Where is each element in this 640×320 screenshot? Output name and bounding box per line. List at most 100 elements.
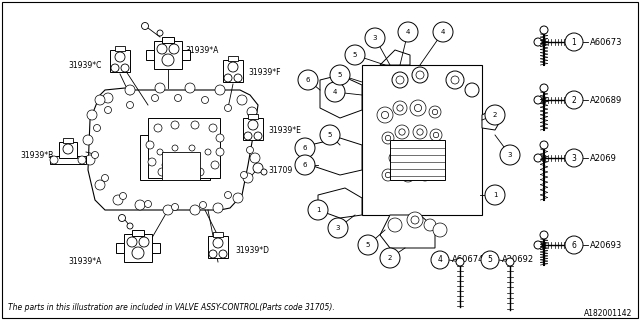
Polygon shape (380, 50, 410, 65)
Text: 1: 1 (572, 37, 577, 46)
Polygon shape (146, 50, 154, 60)
Bar (213, 232, 223, 237)
Polygon shape (320, 75, 362, 118)
Circle shape (127, 101, 134, 108)
Circle shape (113, 195, 123, 205)
Text: 31939*C: 31939*C (68, 60, 101, 69)
Bar (390, 140, 445, 180)
Circle shape (433, 132, 438, 138)
Circle shape (424, 219, 436, 231)
Text: 5: 5 (328, 132, 332, 138)
Circle shape (380, 248, 400, 268)
Circle shape (246, 147, 253, 154)
Text: 3: 3 (336, 225, 340, 231)
Circle shape (392, 72, 408, 88)
Circle shape (241, 172, 248, 179)
Polygon shape (182, 50, 190, 60)
Circle shape (120, 193, 127, 199)
Bar (63, 138, 73, 143)
Circle shape (95, 95, 105, 105)
Text: 31939*E: 31939*E (268, 125, 301, 134)
Circle shape (410, 100, 426, 116)
Circle shape (163, 205, 173, 215)
Circle shape (216, 134, 224, 142)
Circle shape (247, 107, 257, 117)
Text: 2: 2 (388, 255, 392, 261)
Circle shape (250, 153, 260, 163)
Text: 3: 3 (572, 154, 577, 163)
Circle shape (200, 202, 207, 209)
Circle shape (430, 129, 442, 141)
Text: 31939*B: 31939*B (20, 150, 53, 159)
Circle shape (389, 152, 401, 164)
Circle shape (233, 193, 243, 203)
Circle shape (534, 96, 542, 104)
Circle shape (534, 38, 542, 46)
Circle shape (393, 101, 407, 115)
Circle shape (250, 130, 260, 140)
Circle shape (211, 161, 219, 169)
Circle shape (382, 169, 394, 181)
Circle shape (190, 205, 200, 215)
Circle shape (500, 145, 520, 165)
Text: A2069: A2069 (590, 154, 617, 163)
Circle shape (102, 174, 109, 181)
Bar (132, 230, 144, 236)
Circle shape (154, 124, 162, 132)
Circle shape (92, 151, 99, 158)
Circle shape (202, 97, 209, 103)
Polygon shape (318, 188, 362, 218)
Bar (162, 152, 200, 180)
Circle shape (148, 158, 156, 166)
Circle shape (121, 64, 129, 72)
Circle shape (103, 93, 113, 103)
Circle shape (192, 160, 198, 166)
Circle shape (540, 231, 548, 239)
Circle shape (401, 168, 415, 182)
Circle shape (244, 132, 252, 140)
Circle shape (358, 235, 378, 255)
Circle shape (385, 135, 390, 141)
Circle shape (426, 155, 431, 161)
Circle shape (565, 91, 583, 109)
Text: 4: 4 (441, 29, 445, 35)
Circle shape (157, 149, 163, 155)
Circle shape (254, 132, 262, 140)
Circle shape (63, 144, 73, 154)
Circle shape (157, 30, 163, 36)
Polygon shape (152, 243, 160, 253)
Circle shape (132, 247, 144, 259)
Circle shape (225, 105, 232, 111)
Text: 6: 6 (306, 77, 310, 83)
Circle shape (219, 250, 227, 258)
Circle shape (162, 54, 174, 66)
Circle shape (152, 94, 159, 101)
Circle shape (175, 94, 182, 101)
Circle shape (228, 62, 238, 72)
Bar (228, 56, 238, 61)
Bar (162, 37, 174, 43)
Circle shape (534, 241, 542, 249)
Circle shape (405, 148, 419, 162)
Circle shape (446, 71, 464, 89)
Circle shape (213, 238, 223, 248)
Circle shape (409, 152, 415, 158)
Text: 2: 2 (572, 95, 577, 105)
Circle shape (481, 251, 499, 269)
Circle shape (234, 74, 242, 82)
Bar (208, 236, 228, 258)
Circle shape (328, 218, 348, 238)
Circle shape (172, 145, 178, 151)
Circle shape (365, 28, 385, 48)
Circle shape (224, 74, 232, 82)
Circle shape (162, 162, 168, 168)
Text: 31939*A: 31939*A (68, 258, 101, 267)
Circle shape (213, 203, 223, 213)
Circle shape (146, 141, 154, 149)
Bar (148, 118, 220, 178)
Circle shape (485, 105, 505, 125)
Text: A20689: A20689 (590, 95, 622, 105)
Circle shape (176, 170, 184, 178)
Circle shape (320, 125, 340, 145)
Circle shape (419, 169, 431, 181)
